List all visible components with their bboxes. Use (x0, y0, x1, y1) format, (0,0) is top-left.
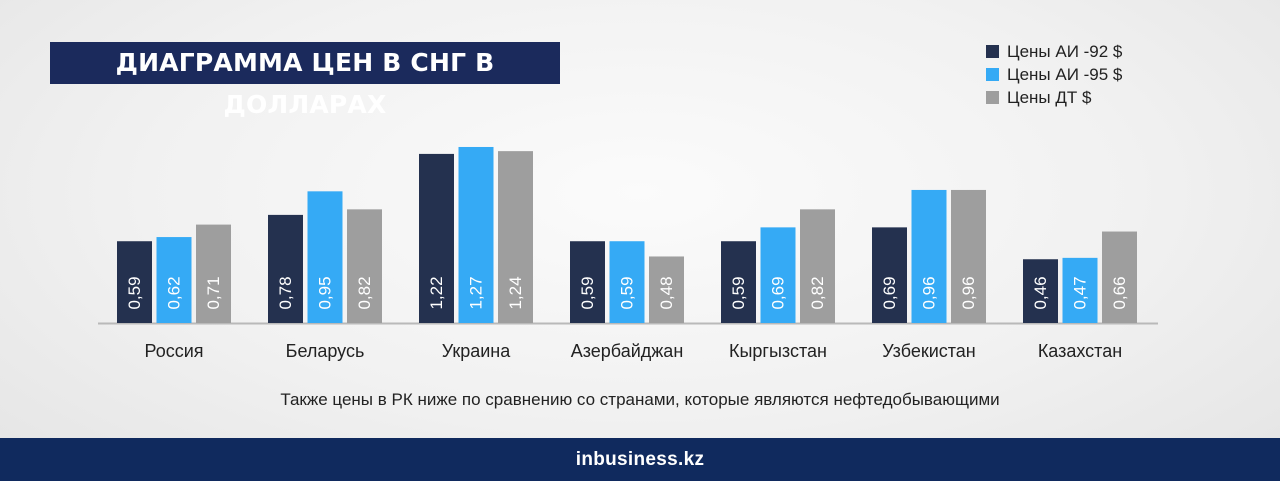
data-label: 0,59 (578, 276, 597, 309)
data-label: 0,96 (959, 276, 978, 309)
category-label: Беларусь (286, 341, 365, 361)
data-label: 0,95 (316, 276, 335, 309)
data-label: 0,66 (1110, 276, 1129, 309)
bar-ai95 (156, 237, 192, 323)
data-label: 0,69 (880, 276, 899, 309)
data-label: 0,48 (657, 276, 676, 309)
data-label: 0,47 (1071, 276, 1090, 309)
bar-ai95 (1062, 257, 1098, 323)
data-label: 0,69 (769, 276, 788, 309)
inbusiness-logo[interactable]: in business .kz (576, 449, 705, 471)
data-label: 1,24 (506, 276, 525, 309)
data-label: 1,22 (427, 276, 446, 309)
bar-chart: 0,59 0,62 0,71 Россия 0,78 0,95 0,82 Беларусь 1,… (98, 146, 1158, 361)
legend-swatch-ai92 (986, 45, 999, 58)
data-label: 1,27 (467, 276, 486, 309)
legend-swatch-dt (986, 91, 999, 104)
legend-label-ai92: Цены АИ -92 $ (1007, 41, 1123, 61)
bar-ai92 (872, 227, 907, 323)
bar-ai95 (458, 146, 494, 323)
data-label: 0,62 (165, 276, 184, 309)
data-label: 0,82 (808, 276, 827, 309)
logo-kz: .kz (678, 448, 705, 470)
bar-ai95 (609, 241, 645, 323)
bar-dt (649, 256, 684, 323)
logo-business: business (593, 448, 678, 470)
bar-ai92 (268, 214, 303, 323)
bar-dt (1102, 231, 1137, 323)
bar-ai92 (419, 153, 454, 323)
category-label: Азербайджан (571, 341, 684, 361)
bar-dt (498, 151, 533, 323)
category-label: Узбекистан (882, 341, 976, 361)
bar-dt (951, 189, 986, 323)
data-label: 0,82 (355, 276, 374, 309)
category-label: Казахстан (1038, 341, 1122, 361)
category-label: Украина (442, 341, 512, 361)
legend-item-dt: Цены ДТ $ (986, 86, 1122, 109)
legend-item-ai92: Цены АИ -92 $ (986, 40, 1122, 63)
chart-title: ДИАГРАММА ЦЕН В СНГ В ДОЛЛАРАХ (50, 42, 560, 119)
logo-in: in (575, 448, 594, 470)
category-label: Кыргызстан (729, 341, 827, 361)
legend-item-ai95: Цены АИ -95 $ (986, 63, 1122, 86)
bar-dt (196, 224, 231, 323)
data-label: 0,46 (1031, 276, 1050, 309)
data-label: 0,71 (204, 276, 223, 309)
data-label: 0,96 (920, 276, 939, 309)
bar-ai92 (570, 241, 605, 323)
footer-bar: in business .kz (0, 438, 1280, 481)
bar-ai92 (721, 241, 756, 323)
bar-ai95 (760, 227, 796, 323)
bar-ai92 (1023, 259, 1058, 323)
legend-label-dt: Цены ДТ $ (1007, 87, 1092, 107)
bar-dt (347, 209, 382, 323)
legend-swatch-ai95 (986, 68, 999, 81)
data-label: 0,59 (729, 276, 748, 309)
bar-ai95 (307, 191, 343, 323)
bar-dt (800, 209, 835, 323)
legend-label-ai95: Цены АИ -95 $ (1007, 64, 1123, 84)
data-label: 0,59 (618, 276, 637, 309)
data-label: 0,78 (276, 276, 295, 309)
legend: Цены АИ -92 $ Цены АИ -95 $ Цены ДТ $ (986, 40, 1122, 109)
footnote: Также цены в РК ниже по сравнению со стр… (280, 390, 1000, 409)
bar-ai92 (117, 241, 152, 323)
bar-ai95 (911, 189, 947, 323)
data-label: 0,59 (125, 276, 144, 309)
category-label: Россия (144, 341, 203, 361)
